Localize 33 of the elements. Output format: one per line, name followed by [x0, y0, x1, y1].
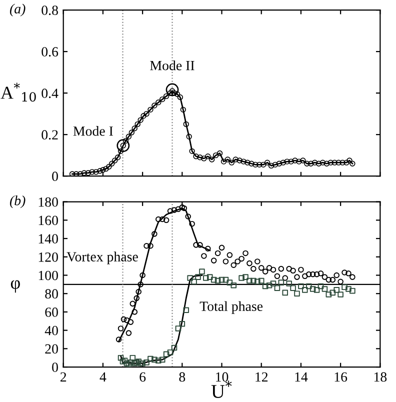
- x-tick-label: 12: [256, 372, 268, 382]
- annotation: Mode II: [150, 60, 194, 70]
- x-tick-label: 8: [179, 372, 186, 382]
- y-tick-label: 100: [38, 270, 58, 280]
- y-tick-label: 0.8: [42, 6, 58, 16]
- y-tick-label: 0: [52, 362, 58, 372]
- y-tick-label: 120: [38, 252, 58, 262]
- y-tick-label: 140: [38, 234, 58, 244]
- x-tick-label: 6: [140, 372, 146, 382]
- chart-title: (a): [10, 4, 26, 16]
- x-tick-label: 16: [334, 372, 348, 382]
- x-tick-label: 10: [216, 372, 228, 382]
- y-tick-label: 80: [45, 289, 58, 299]
- y-tick-label: 60: [45, 308, 58, 317]
- x-tick-label: 4: [100, 372, 106, 382]
- y-tick-label: 160: [38, 216, 58, 226]
- chart-title: (b): [10, 196, 26, 208]
- y-tick-label: 0.2: [42, 130, 58, 140]
- x-tick-label: 14: [295, 372, 308, 382]
- x-axis-title: U$^{*}$: [211, 380, 232, 398]
- annotation: Mode I: [73, 126, 113, 136]
- y-tick-label: 20: [45, 344, 58, 354]
- annotation: Vortex phase: [66, 252, 138, 264]
- annotation: Total phase: [200, 301, 263, 314]
- x-tick-label: 18: [374, 372, 387, 382]
- x-tick-label: 2: [60, 372, 66, 382]
- y-tick-label: 0: [52, 172, 58, 182]
- y-tick-label: 180: [38, 197, 58, 207]
- y-tick-label: 0.4: [42, 88, 58, 98]
- y-axis-title: φ: [10, 280, 20, 293]
- y-tick-label: 0.6: [42, 47, 58, 57]
- y-tick-label: 40: [44, 326, 58, 336]
- y-axis-title: A$^{*}$$_{10}$: [0, 82, 36, 102]
